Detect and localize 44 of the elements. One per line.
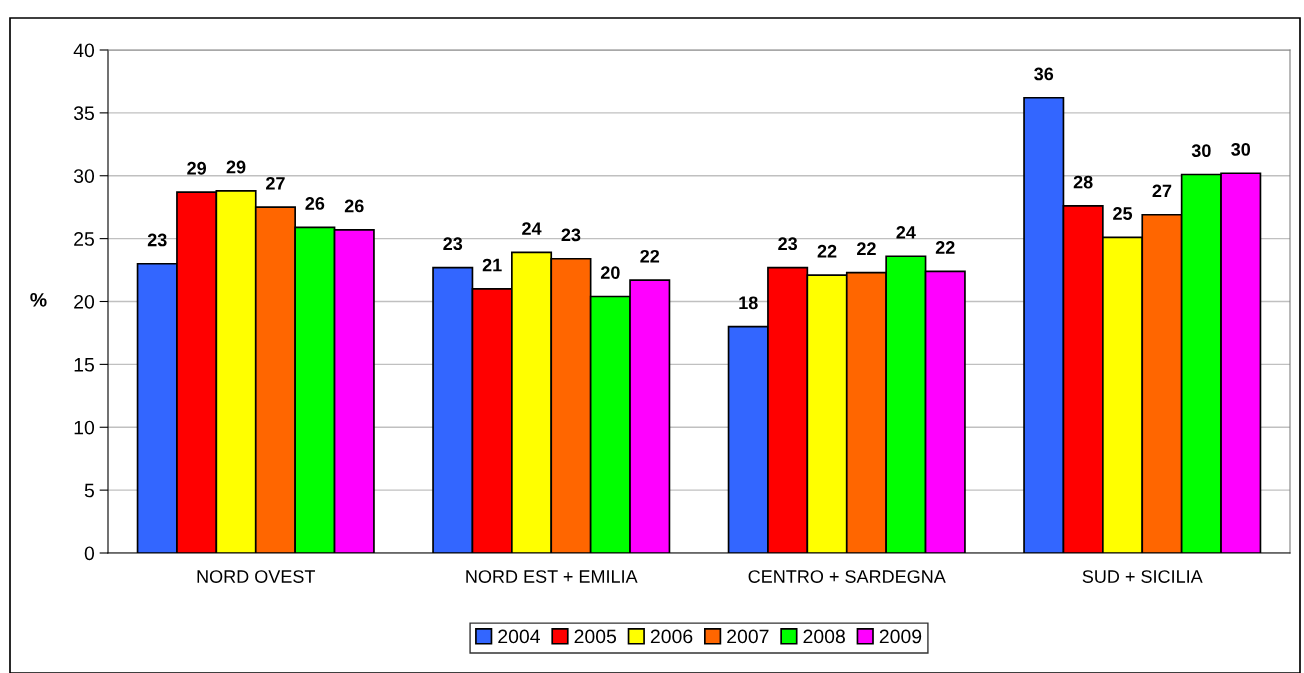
data-label: 36 — [1034, 67, 1054, 81]
legend-label: 2005 — [574, 629, 617, 644]
data-label: 22 — [857, 242, 876, 255]
y-tick-label: 15 — [74, 358, 94, 372]
y-tick-label: 25 — [74, 232, 94, 246]
data-label: 21 — [482, 258, 502, 272]
data-label: 29 — [226, 160, 246, 174]
data-label: 27 — [1152, 184, 1172, 198]
data-label: 26 — [344, 199, 364, 213]
y-tick-label: 40 — [73, 43, 95, 58]
data-label: 23 — [561, 228, 581, 242]
data-label: 22 — [935, 241, 955, 254]
data-label: 26 — [305, 197, 325, 210]
data-label: 27 — [266, 176, 285, 190]
legend-label: 2008 — [803, 629, 845, 644]
legend-label: 2009 — [879, 629, 922, 644]
legend-label: 2006 — [650, 629, 693, 644]
data-label: 23 — [778, 237, 798, 251]
y-tick-label: 20 — [74, 294, 95, 309]
x-tick-label: CENTRO + SARDEGNA — [748, 570, 946, 583]
data-label: 22 — [817, 244, 837, 258]
data-label: 29 — [187, 161, 207, 175]
x-tick-label: SUD + SICILIA — [1082, 570, 1203, 583]
data-label: 23 — [147, 233, 167, 247]
y-tick-label: 10 — [74, 420, 95, 435]
legend-label: 2007 — [727, 629, 769, 644]
legend-label: 2004 — [498, 629, 540, 644]
y-axis-title: % — [30, 293, 47, 307]
data-label: 20 — [600, 266, 620, 280]
data-label: 22 — [640, 249, 660, 263]
data-label: 25 — [1113, 207, 1133, 220]
y-tick-label: 35 — [73, 106, 94, 121]
y-tick-label: 0 — [84, 546, 95, 561]
x-tick-label: NORD OVEST — [197, 570, 316, 583]
data-label: 18 — [739, 296, 758, 310]
data-label: 24 — [522, 222, 542, 235]
data-label: 30 — [1191, 144, 1211, 158]
data-label: 24 — [896, 225, 916, 239]
data-label: 28 — [1073, 175, 1093, 189]
data-label: 23 — [443, 237, 463, 251]
y-tick-label: 5 — [84, 483, 94, 498]
y-tick-label: 30 — [73, 169, 95, 183]
x-tick-label: NORD EST + EMILIA — [466, 570, 638, 583]
data-label: 30 — [1231, 142, 1251, 156]
